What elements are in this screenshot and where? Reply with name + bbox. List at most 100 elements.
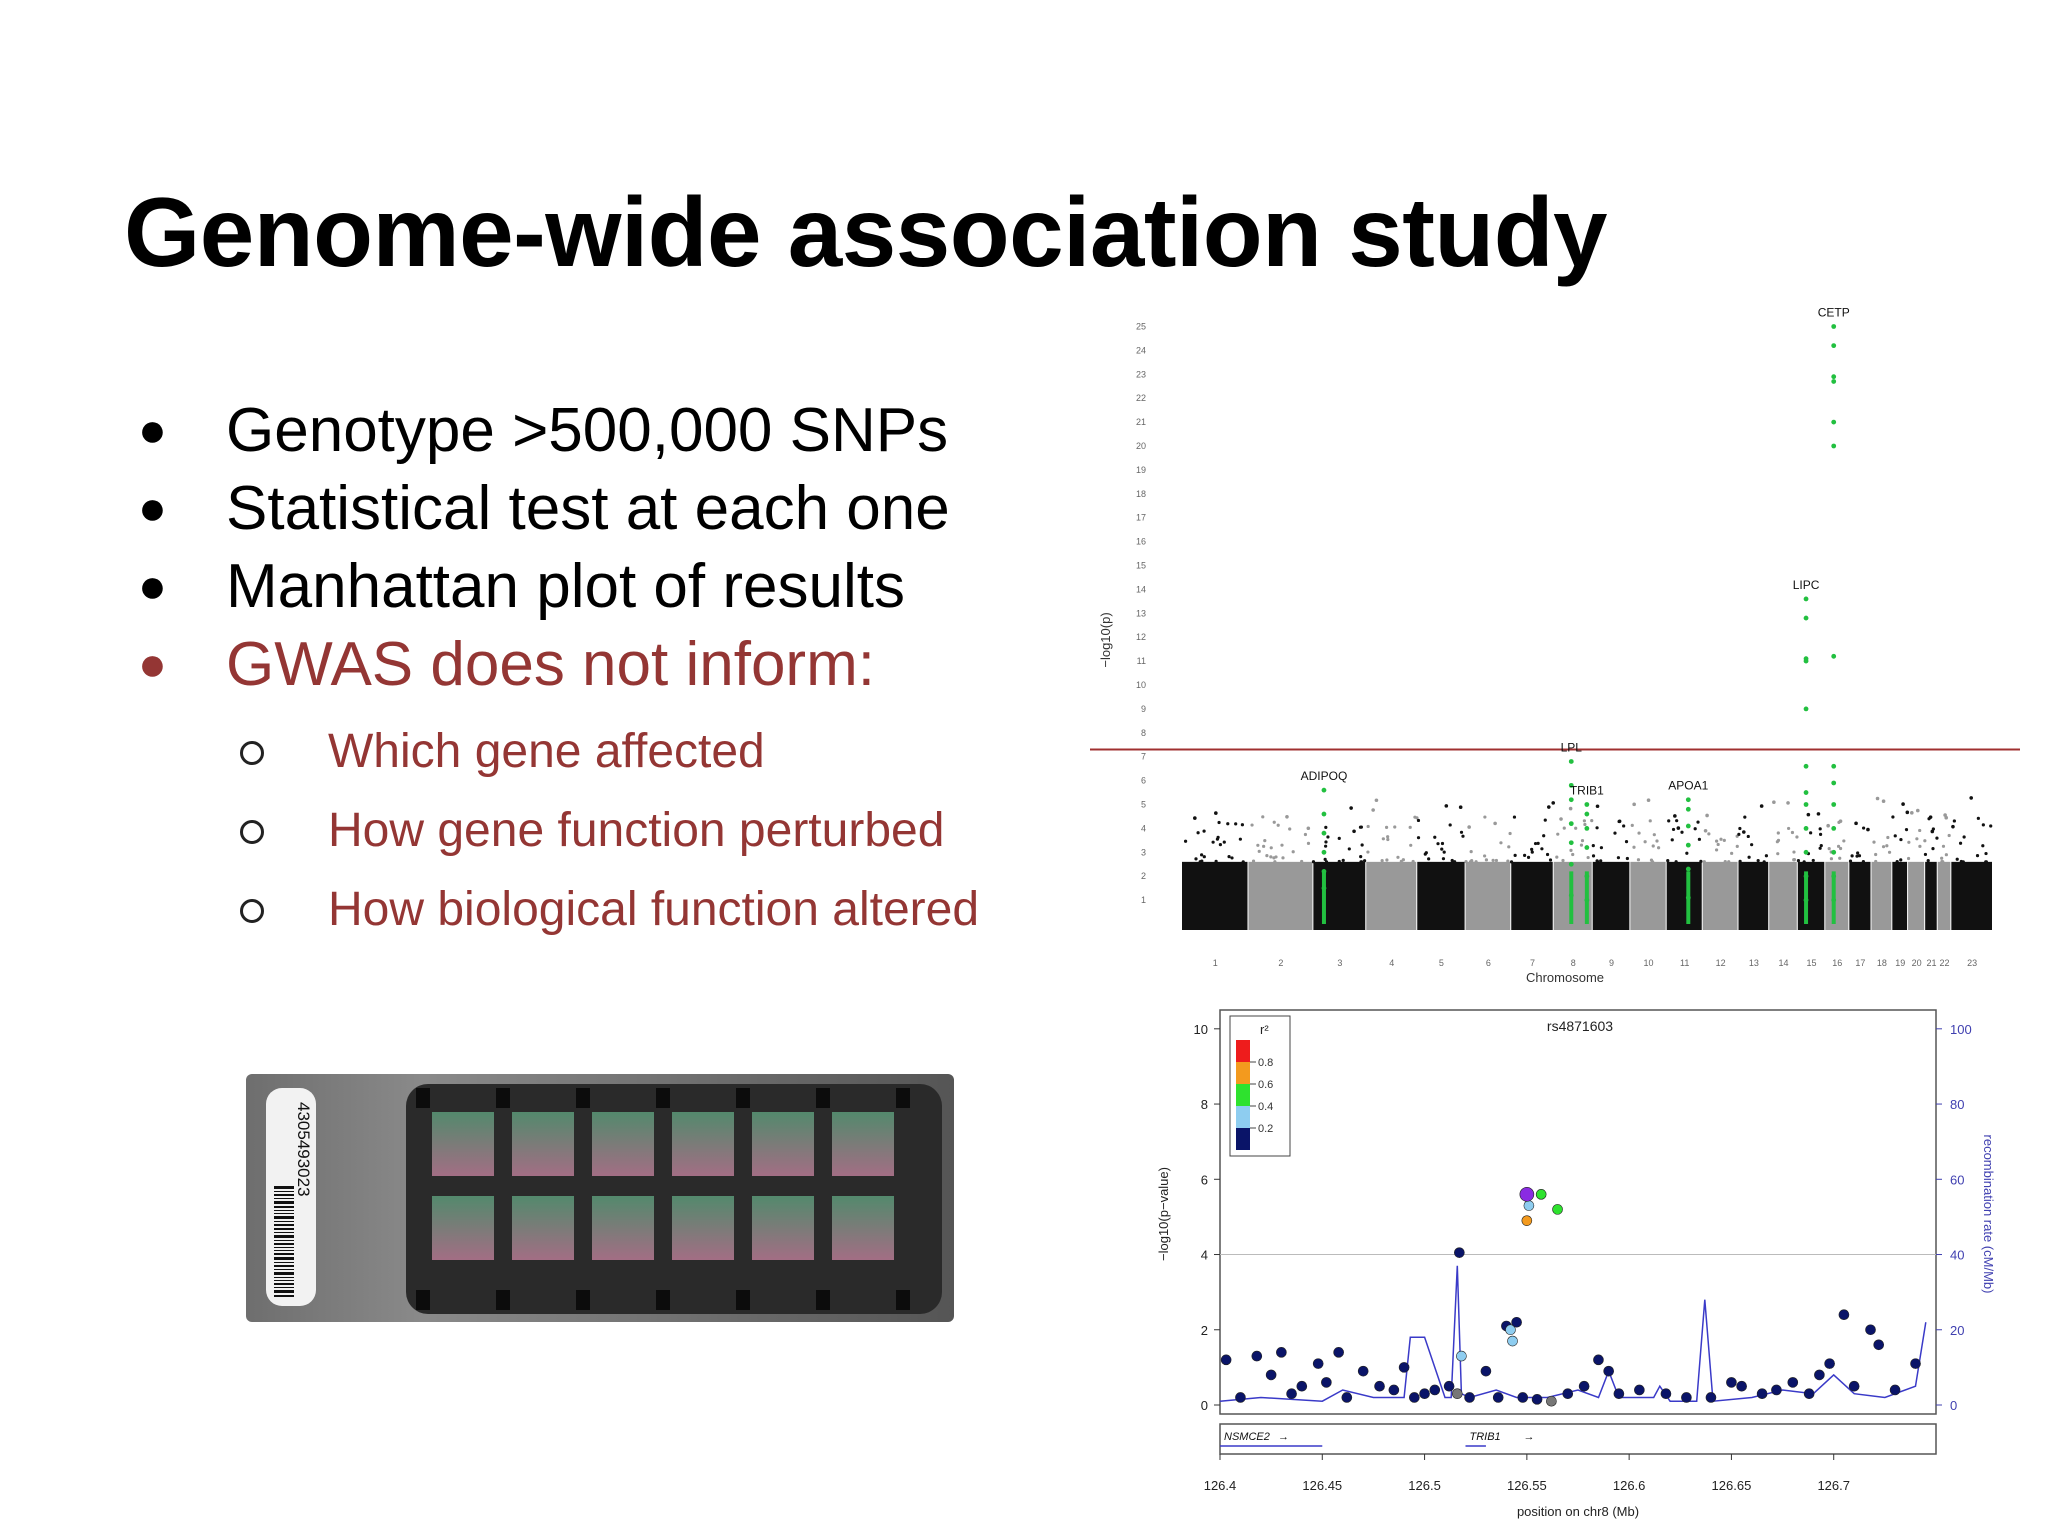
barcode-bar xyxy=(274,1253,294,1255)
snp-point xyxy=(1703,829,1708,833)
snp-point xyxy=(1416,818,1421,823)
snp-point xyxy=(1551,801,1556,805)
snp-point xyxy=(1591,854,1596,858)
snp-point xyxy=(1923,839,1927,843)
snp-point xyxy=(1802,860,1806,864)
snp-point xyxy=(1453,860,1457,864)
highlighted-snp xyxy=(1584,897,1590,903)
snp-point xyxy=(1750,843,1754,847)
snp-point xyxy=(1818,827,1822,831)
highlighted-snp xyxy=(1803,706,1809,712)
snp-point xyxy=(1747,855,1751,859)
x-tick-label: 13 xyxy=(1749,958,1759,968)
barcode-bar xyxy=(274,1262,294,1263)
snp-point xyxy=(1357,1365,1369,1377)
barcode-bar xyxy=(274,1216,294,1219)
snp-point xyxy=(1637,831,1641,835)
x-tick-label: 22 xyxy=(1940,958,1950,968)
r2-legend: r² 0.8 0.6 0.4 0.2 xyxy=(1229,1015,1291,1157)
x-tick-label: 126.5 xyxy=(1408,1478,1441,1493)
snp-point xyxy=(1944,815,1949,820)
recombination-rate-line xyxy=(1219,1265,1927,1403)
snp-point xyxy=(1349,806,1353,810)
barcode-bar xyxy=(274,1277,294,1278)
chip-notch xyxy=(896,1290,910,1310)
snp-point xyxy=(1910,811,1914,815)
snp-point xyxy=(1574,826,1578,830)
x-tick-label: 14 xyxy=(1778,958,1788,968)
chip-notch xyxy=(576,1290,590,1310)
snp-point xyxy=(1561,858,1565,863)
snp-point xyxy=(1511,1316,1522,1328)
x-tick-label: 15 xyxy=(1807,958,1817,968)
snp-point xyxy=(1865,1324,1876,1336)
snp-point xyxy=(1947,833,1951,838)
barcode-bar xyxy=(274,1221,294,1222)
snp-point xyxy=(1814,1369,1825,1381)
highlighted-snp xyxy=(1831,802,1837,807)
snp-point xyxy=(1736,1380,1747,1392)
snp-point xyxy=(1359,825,1363,829)
snp-point xyxy=(1699,859,1703,863)
x-tick-label: 10 xyxy=(1644,958,1654,968)
chip-well xyxy=(832,1112,894,1176)
snp-point xyxy=(1380,858,1384,863)
legend-swatch xyxy=(1236,1040,1250,1062)
snp-point xyxy=(1643,840,1647,844)
snp-point xyxy=(1895,859,1899,864)
snp-points xyxy=(1182,796,1993,930)
snp-point xyxy=(1613,831,1617,835)
snp-point xyxy=(1230,856,1234,860)
snp-point xyxy=(1444,804,1449,808)
y2-tick-label: 80 xyxy=(1950,1097,1964,1112)
chip-notch xyxy=(816,1088,830,1108)
snp-point xyxy=(1218,843,1222,847)
slide-title: Genome-wide association study xyxy=(124,177,1608,287)
chromosome-band xyxy=(1666,861,1702,930)
gene-track xyxy=(1219,1423,1937,1455)
snp-point xyxy=(1715,839,1719,843)
highlighted-snp xyxy=(1803,763,1809,769)
highlighted-snp xyxy=(1321,885,1327,891)
y2-tick-label: 20 xyxy=(1950,1323,1964,1338)
sub-bullet-item: Which gene affected xyxy=(240,712,979,791)
chromosome-band xyxy=(1465,861,1511,930)
x-tick-label: 7 xyxy=(1530,958,1535,968)
snp-point xyxy=(1341,858,1345,863)
snp-point xyxy=(1513,853,1517,857)
snp-point xyxy=(1786,801,1790,805)
x-tick-label: 126.7 xyxy=(1817,1478,1850,1493)
snp-point xyxy=(1886,835,1890,840)
highlighted-snp xyxy=(1831,780,1837,786)
snp-point xyxy=(1251,859,1256,863)
snp-point xyxy=(1764,854,1769,858)
snp-point xyxy=(1666,858,1670,863)
highlighted-snp xyxy=(1803,596,1809,602)
highlighted-snp xyxy=(1831,873,1837,879)
barcode-bar xyxy=(274,1247,294,1248)
bullet-item: ● Statistical test at each one xyxy=(138,470,950,548)
snp-point xyxy=(1517,1392,1529,1403)
snp-point xyxy=(1507,1335,1518,1347)
snp-point xyxy=(1427,857,1431,861)
snp-point xyxy=(1540,847,1544,851)
snp-point xyxy=(1200,853,1204,857)
snp-point xyxy=(1276,1347,1287,1358)
chip-well xyxy=(512,1112,574,1176)
y-tick-label: 14 xyxy=(1136,584,1146,594)
snp-point xyxy=(1323,857,1327,861)
snp-point xyxy=(1469,849,1473,854)
snp-point xyxy=(1579,843,1584,847)
x-tick-label: 9 xyxy=(1609,958,1614,968)
y-tick-label: 22 xyxy=(1136,393,1146,403)
snp-point xyxy=(1906,856,1911,861)
snp-point xyxy=(1786,826,1791,831)
gene-label: CETP xyxy=(1818,306,1850,320)
x-tick-label: 3 xyxy=(1337,958,1342,968)
highlighted-snp xyxy=(1568,892,1574,898)
snp-point xyxy=(1624,840,1629,844)
snp-point xyxy=(1411,859,1415,864)
highlighted-snp xyxy=(1831,343,1837,349)
snp-point xyxy=(1636,858,1641,862)
y-tick-label: 2 xyxy=(1201,1323,1208,1338)
